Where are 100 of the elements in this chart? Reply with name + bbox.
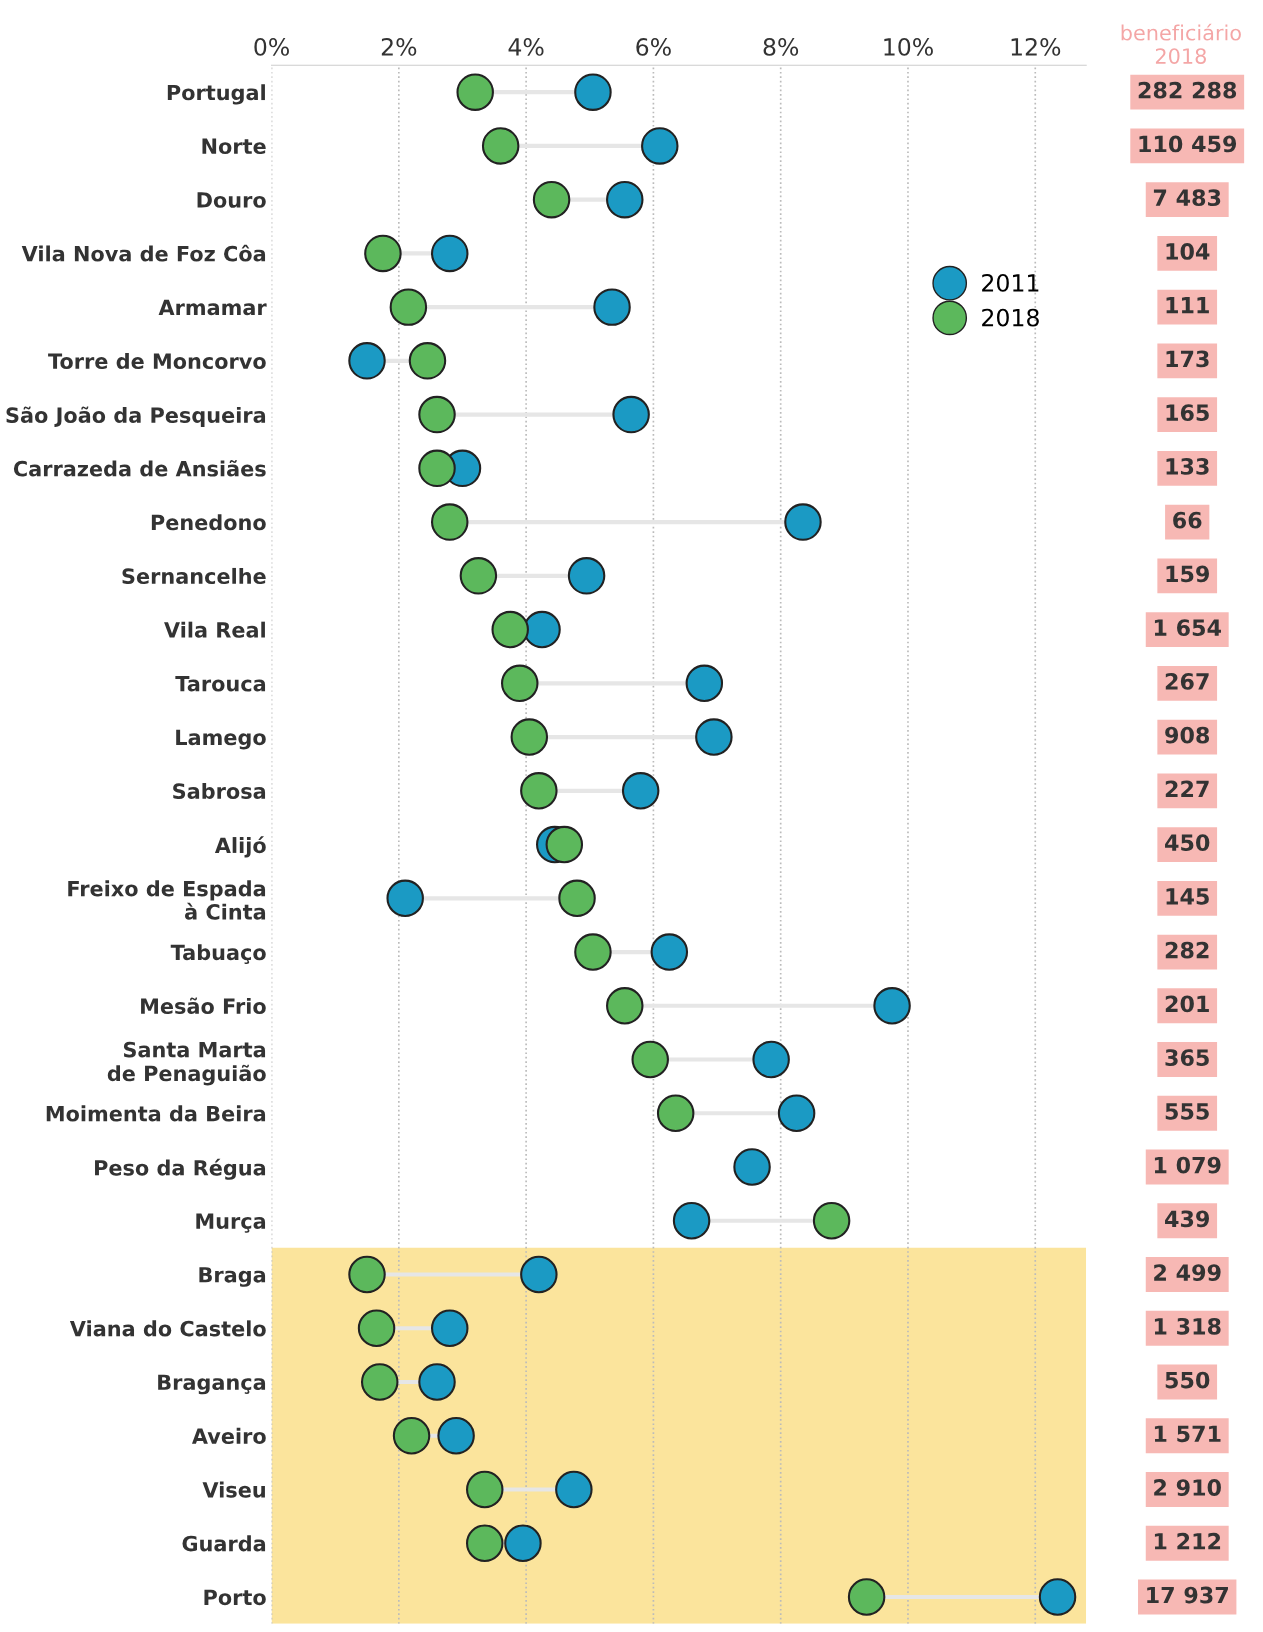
y-tick-label: Vila Real: [164, 621, 265, 638]
y-tick-label: Murça: [196, 1213, 266, 1233]
y-tick-label: Moimenta da Beira: [46, 1105, 266, 1122]
point: [389, 288, 428, 326]
point: [555, 1470, 593, 1509]
point: [431, 503, 469, 541]
point: [558, 879, 596, 918]
point: [459, 557, 498, 595]
legend-label: 2018: [982, 308, 1039, 327]
y-tick-label: Armamar: [158, 299, 267, 316]
text: 1 212: [1154, 1532, 1221, 1550]
point: [593, 288, 631, 326]
point: [641, 127, 679, 165]
text: 133: [1166, 457, 1209, 475]
text: 104: [1166, 243, 1210, 260]
point: [466, 1524, 504, 1562]
y-tick-label: Braga: [199, 1267, 266, 1287]
y-tick-label: Carrazeda de Ansiães: [13, 460, 266, 477]
point: [481, 127, 520, 165]
point: [466, 1470, 504, 1509]
text: 550: [1165, 1371, 1210, 1389]
x-tick-label: 0%: [254, 37, 289, 56]
y-tick-label: Mesão Frio: [141, 997, 266, 1014]
point: [386, 879, 424, 918]
point: [532, 180, 571, 219]
point: [437, 1416, 475, 1455]
y-tick-label: Tarouca: [175, 676, 266, 692]
text: 1 318: [1154, 1317, 1221, 1335]
y-tick-label: Aveiro: [191, 1427, 266, 1444]
y-tick-label: Portugal: [167, 84, 265, 105]
text: 1 571: [1154, 1425, 1221, 1443]
point: [360, 1363, 399, 1401]
text: 66: [1173, 511, 1202, 529]
point: [695, 718, 733, 756]
y-tick-label: Lamego: [176, 729, 266, 750]
text: 201: [1165, 995, 1209, 1013]
point: [510, 718, 549, 756]
y-tick-label: Viana do Castelo: [69, 1320, 266, 1337]
text: 282 288: [1138, 81, 1237, 99]
y-tick-label: Norte: [202, 138, 266, 155]
point: [418, 395, 456, 434]
y-tick-label: Freixo de Espada à Cinta: [68, 880, 266, 920]
point: [685, 664, 724, 703]
text: 450: [1165, 834, 1210, 852]
text: 555: [1165, 1103, 1209, 1120]
y-tick-label: Santa Marta de Penaguião: [107, 1041, 266, 1086]
point: [520, 772, 558, 810]
y-tick-label: Douro: [197, 192, 266, 208]
point: [574, 933, 612, 971]
y-tick-label: Peso da Régua: [95, 1158, 266, 1180]
text: 110 459: [1139, 135, 1237, 153]
point: [733, 1148, 771, 1186]
text: 227: [1165, 780, 1209, 797]
point: [672, 1202, 711, 1240]
text: 159: [1166, 565, 1209, 583]
point: [491, 610, 529, 649]
text: 165: [1166, 404, 1209, 422]
point: [431, 234, 469, 273]
point: [784, 503, 822, 541]
text: 17 937: [1147, 1586, 1228, 1604]
point: [656, 1094, 695, 1133]
y-tick-label: Viseu: [202, 1481, 265, 1498]
point: [631, 1040, 669, 1079]
y-tick-label: São João da Pesqueira: [6, 406, 266, 428]
x-tick-label: 8%: [763, 37, 799, 56]
x-tick-label: 12%: [1011, 37, 1061, 56]
text: 365: [1165, 1049, 1209, 1066]
text: 111: [1166, 297, 1209, 314]
point: [501, 664, 539, 703]
x-tick-label: 2%: [381, 37, 417, 56]
point: [364, 234, 402, 273]
x-tick-label: 6%: [636, 37, 671, 56]
text: 282: [1165, 941, 1209, 959]
point: [606, 180, 644, 219]
text: 173: [1166, 350, 1209, 368]
point: [545, 825, 584, 864]
point: [812, 1202, 851, 1240]
point: [621, 772, 660, 810]
point: [418, 449, 456, 488]
text: 908: [1165, 726, 1210, 744]
point: [606, 987, 644, 1025]
point: [520, 1255, 558, 1294]
point: [1038, 1578, 1077, 1616]
y-tick-label: Sabrosa: [173, 782, 266, 800]
point: [650, 933, 689, 971]
text: 2 910: [1154, 1479, 1221, 1496]
text: beneficiário 2018: [1121, 23, 1241, 64]
y-tick-label: Tabuaço: [170, 944, 266, 965]
point: [456, 73, 494, 111]
point: [348, 1255, 386, 1294]
y-tick-label: Porto: [204, 1589, 266, 1606]
text: 1 654: [1154, 619, 1221, 637]
y-tick-label: Vila Nova de Foz Côa: [21, 244, 266, 262]
x-tick-label: 10%: [884, 37, 933, 56]
point: [847, 1578, 886, 1616]
y-tick-label: Guarda: [182, 1535, 266, 1552]
point: [431, 1309, 469, 1347]
text: 145: [1166, 888, 1209, 905]
text: 7 483: [1153, 189, 1221, 207]
point: [523, 610, 561, 649]
